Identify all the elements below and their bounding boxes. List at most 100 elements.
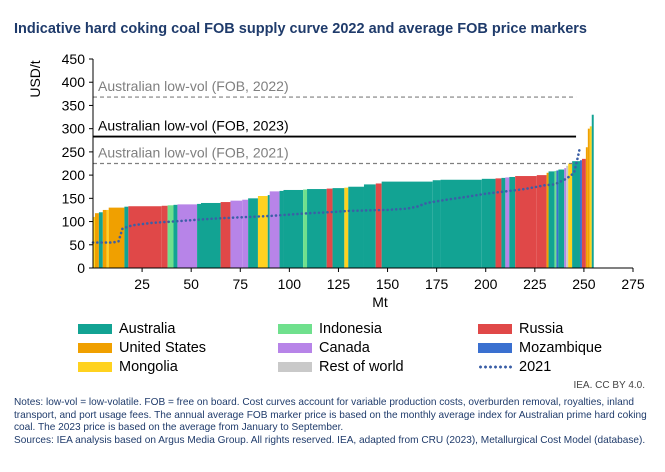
bar-indonesia-23 — [303, 189, 308, 268]
series-2021 — [91, 145, 582, 244]
notes-text: Notes: low-vol = low-volatile. FOB = fre… — [14, 397, 647, 434]
legend-item-united-states: United States — [78, 339, 206, 357]
legend-item-rest-of-world: Rest of world — [278, 358, 404, 376]
bar-australia-42 — [548, 171, 555, 268]
y-tick-label-250: 250 — [62, 144, 86, 160]
bar-canada-16 — [242, 199, 249, 268]
axes: 0 50 100 150 200 250 300 350 400 450 25 50 75 100 125 1… — [62, 51, 645, 292]
x-axis-label: Mt — [372, 294, 388, 310]
bar-russia-14 — [220, 202, 231, 268]
bar-united-states-41 — [546, 172, 549, 268]
bar-australia-10 — [173, 204, 178, 268]
price-marker-label-0: Australian low-vol (FOB, 2022) — [98, 78, 289, 94]
legend-label-rest-of-world: Rest of world — [319, 359, 404, 375]
bar-russia-51 — [581, 158, 586, 268]
series-2021-line — [91, 145, 582, 244]
legend-swatch-2021 — [478, 362, 512, 372]
bar-australia-26 — [332, 188, 345, 268]
x-tick-label-250: 250 — [572, 276, 596, 292]
legend-item-mongolia: Mongolia — [78, 358, 178, 376]
legend-label-2021: 2021 — [519, 359, 552, 375]
legend-item-canada: Canada — [278, 339, 370, 357]
bar-russia-30 — [375, 183, 382, 268]
x-tick-label-25: 25 — [134, 276, 150, 292]
legend-item-australia: Australia — [78, 320, 175, 338]
legend-swatch-australia — [78, 324, 112, 334]
y-tick-label-400: 400 — [62, 74, 86, 90]
x-tick-label-100: 100 — [278, 276, 302, 292]
bar-indonesia-9 — [167, 205, 174, 268]
x-tick-label-75: 75 — [232, 276, 248, 292]
x-tick-label-125: 125 — [327, 276, 351, 292]
y-tick-label-300: 300 — [62, 121, 86, 137]
bar-australia-2 — [98, 212, 103, 268]
legend: Australia Indonesia Russia United States Can… — [78, 320, 638, 376]
bar-russia-7 — [128, 206, 162, 268]
bar-australia-55 — [591, 114, 594, 268]
y-axis-label: USD/t — [27, 60, 43, 97]
bar-australia-34 — [481, 178, 496, 268]
bar-united-states-5 — [108, 207, 125, 268]
supply-bars — [93, 114, 594, 268]
supply-curve-chart: Australian low-vol (FOB, 2022) Australian… — [27, 51, 645, 310]
bar-australia-12 — [197, 203, 201, 268]
legend-item-2021: 2021 — [478, 358, 551, 376]
bar-united-states-1 — [94, 213, 99, 268]
bar-australia-22 — [283, 189, 304, 268]
bar-australia-19 — [267, 195, 270, 268]
bar-canada-46 — [564, 168, 567, 268]
legend-item-mozambique: Mozambique — [478, 339, 602, 357]
legend-swatch-indonesia — [278, 324, 312, 334]
bar-canada-20 — [269, 191, 280, 268]
x-tick-label-50: 50 — [183, 276, 199, 292]
legend-label-canada: Canada — [319, 340, 370, 356]
y-tick-label-100: 100 — [62, 214, 86, 230]
bar-mongolia-4 — [106, 209, 109, 268]
legend-swatch-rest-of-world — [278, 362, 312, 372]
bar-australia-49 — [572, 161, 580, 268]
bar-australia-6 — [124, 206, 129, 268]
bar-mongolia-48 — [568, 163, 573, 268]
bar-australia-24 — [307, 189, 327, 268]
bar-australia-32 — [432, 180, 441, 268]
y-tick-label-450: 450 — [62, 51, 86, 67]
x-tick-label-225: 225 — [523, 276, 547, 292]
bar-mongolia-18 — [257, 196, 268, 268]
bar-canada-15 — [230, 200, 243, 268]
bar-australia-21 — [279, 190, 284, 268]
x-tick-label-175: 175 — [425, 276, 449, 292]
bar-canada-11 — [177, 204, 198, 268]
bar-australia-13 — [201, 202, 221, 268]
bar-indonesia-43 — [554, 170, 557, 268]
sources-text: Sources: IEA analysis based on Argus Med… — [14, 434, 646, 446]
legend-swatch-mozambique — [478, 343, 512, 353]
bar-australia-29 — [363, 184, 376, 268]
bar-australia-45 — [558, 169, 565, 268]
legend-swatch-russia — [478, 324, 512, 334]
legend-label-russia: Russia — [519, 321, 564, 337]
legend-swatch-mongolia — [78, 362, 112, 372]
bar-russia-25 — [326, 188, 333, 268]
bar-australia-28 — [348, 186, 364, 268]
bar-australia-31 — [381, 181, 433, 268]
x-tick-label-275: 275 — [621, 276, 645, 292]
bar-mongolia-27 — [344, 187, 349, 268]
bar-united-states-52 — [585, 147, 588, 268]
bar-australia-38 — [509, 176, 516, 268]
bar-united-states-53 — [587, 128, 590, 268]
bar-mongolia-54 — [589, 126, 592, 268]
bar-rest-of-world-47 — [566, 165, 569, 268]
y-tick-label-0: 0 — [77, 260, 85, 276]
price-marker-label-2: Australian low-vol (FOB, 2021) — [98, 145, 289, 161]
y-tick-label-50: 50 — [69, 237, 85, 253]
bar-mozambique-50 — [579, 160, 582, 268]
chart-title: Indicative hard coking coal FOB supply c… — [14, 21, 587, 37]
x-tick-label-150: 150 — [376, 276, 400, 292]
bar-united-states-3 — [102, 209, 107, 268]
legend-swatch-canada — [278, 343, 312, 353]
bar-canada-37 — [505, 177, 510, 268]
bar-russia-35 — [495, 178, 502, 268]
y-tick-label-150: 150 — [62, 190, 86, 206]
legend-label-mozambique: Mozambique — [519, 340, 603, 356]
notes-block: Notes: low-vol = low-volatile. FOB = fre… — [14, 397, 654, 447]
